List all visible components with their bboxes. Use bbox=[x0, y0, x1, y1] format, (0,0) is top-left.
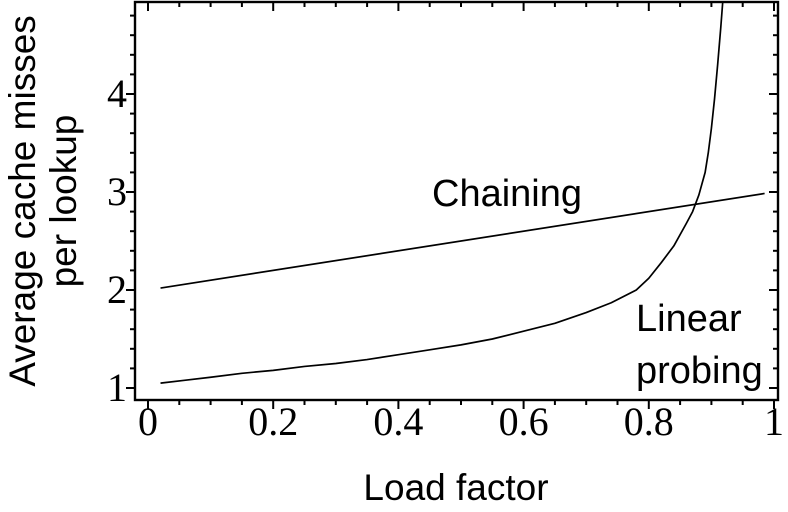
x-tick-label-0: 0 bbox=[138, 399, 158, 444]
curve-chaining bbox=[160, 192, 765, 289]
x-axis-label: Load factor bbox=[363, 467, 549, 508]
y-tick-label-3: 3 bbox=[107, 169, 127, 214]
y-tick-label-4: 4 bbox=[107, 71, 127, 116]
plot-frame bbox=[133, 0, 780, 402]
annotation-linear-probing-line1: Linear bbox=[636, 298, 742, 340]
annotation-chaining: Chaining bbox=[432, 173, 582, 215]
x-tick-label-0.6: 0.6 bbox=[498, 399, 549, 444]
x-tick-label-0.8: 0.8 bbox=[623, 399, 674, 444]
annotation-linear-probing: Linear probing bbox=[636, 293, 763, 397]
y-axis-label-line1: Average cache misses bbox=[2, 15, 43, 387]
x-tick-label-0.2: 0.2 bbox=[248, 399, 299, 444]
curve-linear-probing bbox=[160, 2, 724, 384]
y-tick-label-2: 2 bbox=[107, 267, 127, 312]
y-tick-label-1: 1 bbox=[107, 365, 127, 410]
annotation-linear-probing-line2: probing bbox=[636, 350, 763, 392]
x-tick-label-0.4: 0.4 bbox=[373, 399, 424, 444]
x-tick-label-1: 1 bbox=[764, 399, 784, 444]
